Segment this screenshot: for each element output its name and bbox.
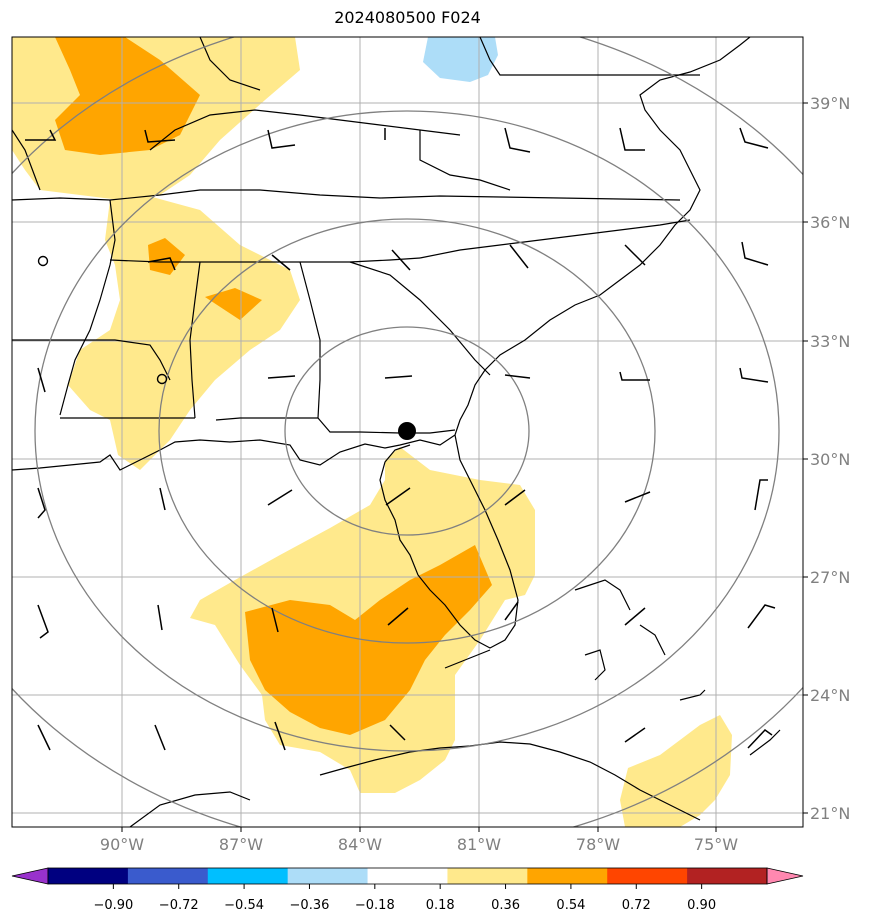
blue-region-north (423, 37, 498, 82)
lat-label: 24°N (810, 686, 850, 705)
colorbar-bin (287, 868, 369, 884)
colorbar-label: 0.18 (426, 898, 455, 913)
lon-label: 87°W (219, 835, 263, 854)
colorbar-label: 0.54 (556, 898, 585, 913)
colorbar-bin (687, 868, 768, 884)
colorbar-bin (447, 868, 528, 884)
calm-marker (37, 255, 49, 267)
colorbar-over-arrow (766, 867, 804, 885)
map-title: 2024080500 F024 (334, 8, 481, 27)
colorbar-label: −0.54 (224, 898, 264, 913)
coastlines-and-borders (12, 37, 781, 827)
colorbar-label: −0.72 (159, 898, 199, 913)
lon-label: 84°W (338, 835, 382, 854)
colorbar-label: 0.36 (491, 898, 520, 913)
colorbar-bin (207, 868, 289, 884)
orange-region-arkansas (148, 238, 185, 275)
colorbar-label: −0.90 (93, 898, 133, 913)
orange-region-northwest (55, 37, 200, 155)
colorbar-label: −0.36 (290, 898, 330, 913)
colorbar: −0.90 −0.72 −0.54 −0.36 −0.18 0.18 0.36 0.54 0.7… (11, 867, 804, 913)
yellow-region-mississippi (68, 195, 300, 470)
station-marker (398, 422, 416, 440)
colorbar-bin (48, 868, 129, 884)
colorbar-label: 0.72 (622, 898, 651, 913)
colorbar-label: 0.90 (687, 898, 716, 913)
colorbar-under-arrow (11, 867, 49, 885)
lon-label: 90°W (100, 835, 144, 854)
plot-frame (11, 36, 804, 828)
colorbar-bin (367, 868, 448, 884)
lat-label: 39°N (810, 94, 850, 113)
yellow-region-bahamas (620, 715, 732, 827)
colorbar-bin (607, 868, 688, 884)
calm-marker (156, 373, 168, 385)
axis-ticks (121, 102, 808, 832)
lon-label: 75°W (694, 835, 738, 854)
colorbar-bin (127, 868, 209, 884)
lat-label: 27°N (810, 568, 850, 587)
colorbar-label: −0.18 (355, 898, 395, 913)
lat-label: 21°N (810, 804, 850, 823)
orange-region-alabama (205, 288, 262, 320)
map-plot-area (12, 37, 803, 827)
graticule (12, 37, 803, 827)
colorbar-bin (527, 868, 608, 884)
longitude-labels: 90°W 87°W 84°W 81°W 78°W 75°W (100, 835, 738, 854)
latitude-labels: 39°N 36°N 33°N 30°N 27°N 24°N 21°N (810, 94, 850, 823)
lon-label: 78°W (576, 835, 620, 854)
lat-label: 30°N (810, 450, 850, 469)
shaded-field (12, 37, 732, 827)
range-rings (12, 37, 803, 827)
lon-label: 81°W (457, 835, 501, 854)
wind-barbs (25, 127, 776, 751)
lat-label: 36°N (810, 213, 850, 232)
lat-label: 33°N (810, 332, 850, 351)
